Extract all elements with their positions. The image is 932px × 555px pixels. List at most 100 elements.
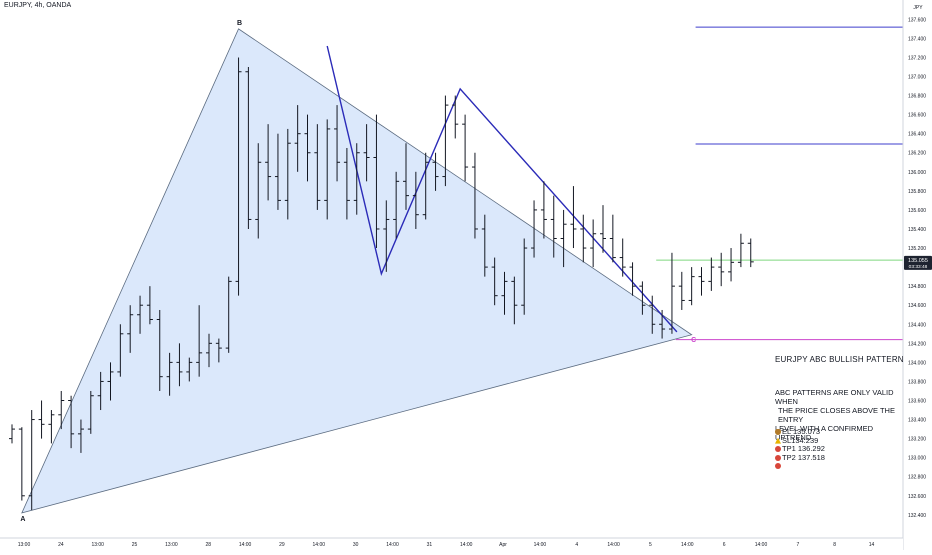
note-level-text: EL 135.073: [782, 427, 821, 436]
candle: [38, 400, 45, 439]
price-tick-label: 136.800: [908, 94, 926, 100]
candle: [422, 152, 429, 220]
candle: [245, 66, 252, 229]
candle: [403, 143, 409, 210]
time-tick-label: 14:00: [239, 542, 252, 548]
time-tick-label: 14:00: [607, 542, 620, 548]
abc-triangle: [21, 28, 693, 514]
note-body: ABC PATTERNS ARE ONLY VALID WHEN THE PRI…: [775, 388, 905, 442]
candle: [225, 276, 232, 353]
candle: [334, 105, 341, 182]
candle: [48, 410, 55, 444]
candle: [501, 271, 508, 315]
time-tick-label: 29: [279, 542, 285, 548]
note-level-row: TP2 137.518: [775, 453, 825, 463]
candle: [255, 143, 262, 239]
time-tick-label: 30: [353, 542, 359, 548]
price-tick-label: 132.600: [908, 494, 926, 500]
time-tick-label: 25: [132, 542, 138, 548]
price-tick-label: 133.000: [908, 456, 926, 462]
candle: [117, 324, 124, 377]
time-tick-label: 14:00: [313, 542, 326, 548]
candle: [97, 371, 104, 411]
time-tick-label: 28: [205, 542, 211, 548]
price-axis[interactable]: JPY 132.400 132.600 132.800 133.000 133.200 13…: [902, 0, 932, 550]
note-body-line: THE PRICE CLOSES ABOVE THE ENTRY: [778, 406, 895, 424]
last-price-label: 135.055: [908, 258, 928, 264]
candle: [206, 333, 212, 368]
time-tick-label: Apr: [499, 542, 507, 548]
time-tick-label: 14:00: [681, 542, 694, 548]
price-tick-label: 136.000: [908, 170, 926, 176]
time-tick-label: 14:00: [755, 542, 768, 548]
price-tick-label: 135.800: [908, 189, 926, 195]
note-level-row: EL 135.073: [775, 427, 825, 437]
candle: [649, 295, 656, 334]
candle: [28, 410, 35, 511]
candle: [698, 267, 705, 296]
candle: [708, 257, 715, 291]
time-tick-label: 14:00: [534, 542, 547, 548]
candle: [353, 143, 360, 215]
candle: [343, 147, 350, 220]
chart-title: EURJPY, 4h, OANDA: [4, 2, 72, 9]
note-level-row: [775, 462, 825, 471]
candle: [373, 114, 380, 249]
price-tick-label: 137.000: [908, 75, 926, 81]
price-tick-label: 137.600: [908, 17, 926, 23]
note-level-text: SL134.239: [782, 435, 819, 445]
candle: [688, 267, 695, 306]
candle: [619, 238, 626, 277]
time-tick-label: 14:00: [386, 542, 399, 548]
candle: [511, 276, 518, 325]
time-axis-bg: [0, 538, 903, 550]
time-tick-label: 6: [723, 542, 726, 548]
price-tick-label: 133.800: [908, 379, 926, 385]
price-tick-label: 135.400: [908, 227, 926, 233]
note-levels: EL 135.073 SL134.239 TP1 136.292 TP2 137.51…: [775, 427, 825, 471]
note-body-line: ABC PATTERNS ARE ONLY VALID WHEN: [775, 388, 894, 406]
price-tick-label: 132.800: [908, 475, 926, 481]
candle: [678, 271, 685, 310]
last-price-tag: [904, 255, 932, 270]
note-level-text: TP1 136.292: [782, 444, 825, 454]
price-tick-label: 137.200: [908, 55, 926, 61]
price-tick-label: 135.600: [908, 208, 926, 214]
currency-label: JPY: [913, 5, 923, 11]
candle: [452, 95, 459, 139]
pattern-point-a: A: [20, 516, 25, 523]
time-tick-label: 5: [649, 542, 652, 548]
candle: [659, 309, 666, 339]
zigzag-line: [326, 45, 678, 333]
candle: [639, 281, 646, 315]
candle: [590, 219, 597, 268]
time-tick-label: 13:00: [165, 542, 178, 548]
time-tick-label: 8: [833, 542, 836, 548]
candle: [412, 171, 419, 229]
money-bag-icon: [775, 429, 781, 436]
note-level-row: SL134.239: [775, 435, 825, 446]
pattern-point-b: B: [237, 20, 242, 27]
candle: [166, 352, 173, 396]
candle: [609, 214, 616, 263]
candle: [471, 152, 478, 239]
note-body-line: LEVEL WITH A CONFIRMED UPTREND: [775, 424, 874, 442]
candle: [629, 262, 636, 296]
candle: [718, 252, 725, 287]
candle: [521, 238, 528, 315]
time-axis[interactable]: 13:00 24 13:00 25 13:00 28 14:00 29 14:00 30 14:00…: [0, 537, 903, 550]
candle: [304, 114, 311, 182]
price-tick-label: 136.200: [908, 151, 926, 157]
candle: [668, 252, 675, 334]
price-tick-label: 132.400: [908, 513, 926, 519]
abc-triangle-shape: [21, 28, 693, 514]
candles: [9, 57, 754, 511]
candle: [383, 200, 390, 272]
candle: [196, 305, 203, 377]
note-level-row: TP1 136.292: [775, 444, 825, 454]
price-tick-label: 133.400: [908, 418, 926, 424]
candle: [137, 295, 144, 334]
candle: [176, 343, 183, 387]
